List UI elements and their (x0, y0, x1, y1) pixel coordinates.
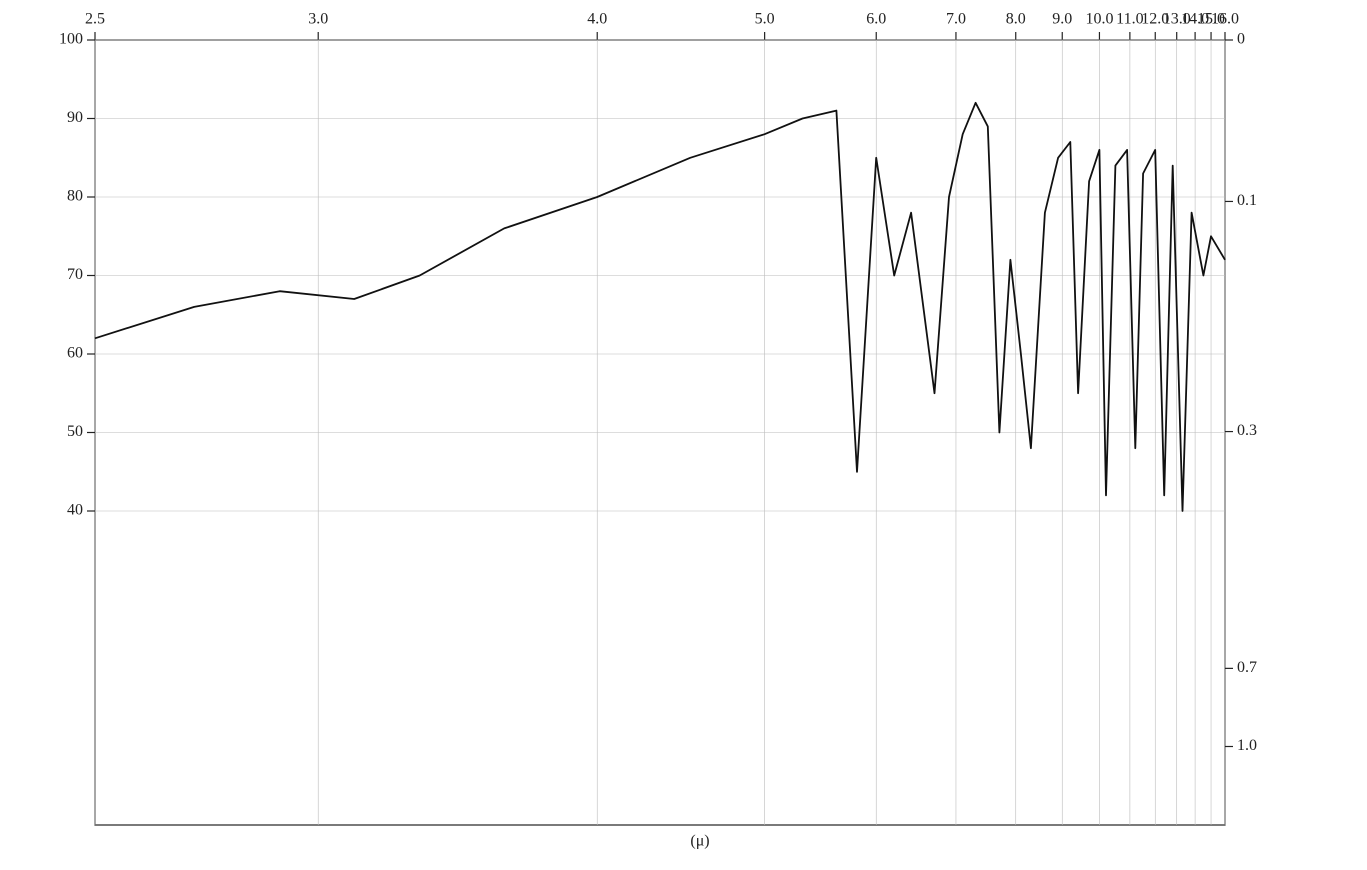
y-tick-label: 60 (67, 345, 83, 362)
y2-tick-label: 0.7 (1237, 659, 1257, 676)
x-tick-label: 10.0 (1085, 11, 1113, 28)
y-tick-label: 90 (67, 109, 83, 126)
spectrum-line (95, 103, 1225, 511)
y2-tick-label: 0 (1237, 31, 1245, 48)
y-tick-label: 100 (59, 31, 83, 48)
x-tick-label: 9.0 (1052, 11, 1072, 28)
x-axis-label: (μ) (690, 833, 709, 850)
page: {"chart_data": { "type": "line", "x_labe… (0, 0, 1367, 865)
y-tick-label: 80 (67, 188, 83, 205)
chart: (μ) 2.53.04.05.06.07.08.09.010.011.012.0… (0, 0, 1367, 865)
x-tick-label: 3.0 (308, 11, 328, 28)
x-tick-label: 7.0 (946, 11, 966, 28)
y2-tick-label: 1.0 (1237, 737, 1257, 754)
y2-tick-label: 0.3 (1237, 422, 1257, 439)
x-tick-label: 2.5 (85, 11, 105, 28)
x-tick-label: 6.0 (866, 11, 886, 28)
x-tick-label: 4.0 (587, 11, 607, 28)
x-tick-label: 8.0 (1006, 11, 1026, 28)
y-tick-label: 70 (67, 266, 83, 283)
x-tick-label: 11.0 (1116, 11, 1143, 28)
x-tick-label: 16.0 (1211, 11, 1239, 28)
y2-tick-label: 0.1 (1237, 192, 1257, 209)
y-tick-label: 40 (67, 502, 83, 519)
y-tick-label: 50 (67, 423, 83, 440)
x-tick-label: 5.0 (755, 11, 775, 28)
